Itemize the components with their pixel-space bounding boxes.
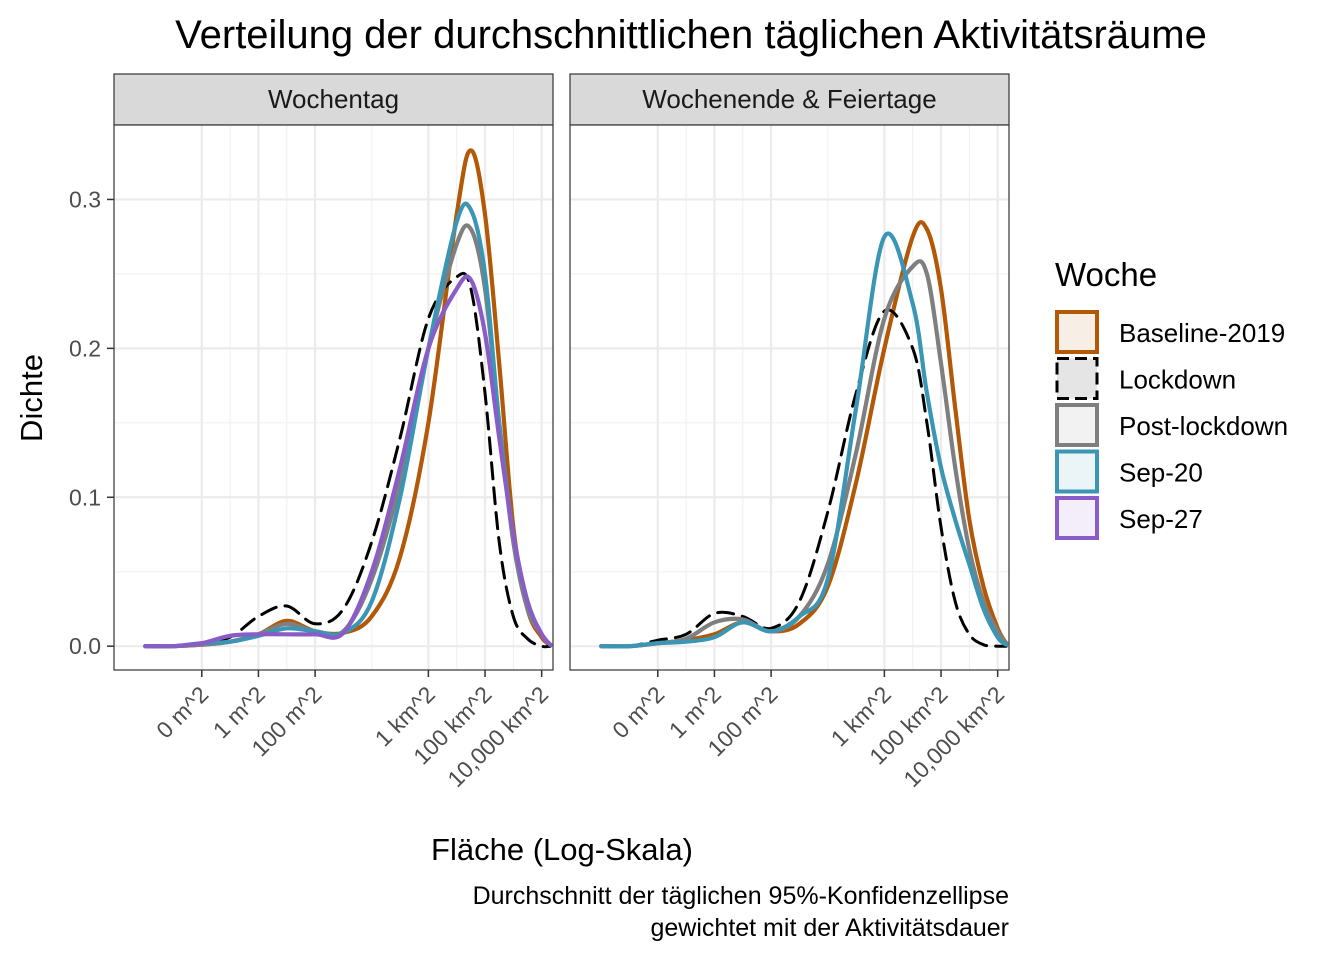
legend-item: Post-lockdown: [1055, 403, 1288, 447]
legend-label: Post-lockdown: [1119, 411, 1288, 441]
strip-background: [569, 73, 1010, 126]
series-line-sep-20: [599, 231, 1009, 649]
legend-key: [1055, 496, 1099, 540]
legend-item: Sep-20: [1055, 449, 1203, 494]
legend-item: Baseline-2019: [1055, 310, 1285, 354]
strip-background: [113, 73, 554, 126]
panel-border: [113, 124, 554, 671]
y-tick-label: 0.3: [69, 186, 101, 212]
x-tick-label: 0 m^2: [151, 681, 213, 743]
y-tick-label: 0.1: [69, 484, 101, 510]
legend-key: [1055, 310, 1099, 354]
y-tick-label: 0.0: [69, 633, 101, 659]
series-line-post-lockdown: [599, 259, 1009, 649]
x-axis-title: Fläche (Log-Skala): [431, 832, 693, 867]
chart-title: Verteilung der durchschnittlichen täglic…: [175, 13, 1207, 57]
caption-line-1: Durchschnitt der täglichen 95%-Konfidenz…: [473, 882, 1009, 910]
legend-label: Baseline-2019: [1119, 318, 1285, 348]
caption-line-2: gewichtet mit der Aktivitätsdauer: [651, 914, 1010, 942]
panel-series: [143, 148, 553, 649]
panel-border: [569, 124, 1010, 671]
legend-title: Woche: [1055, 256, 1157, 293]
legend-key: [1055, 403, 1099, 447]
legend-items: Baseline-2019 Lockdown Post-lockdown Sep-20…: [1055, 310, 1288, 540]
legend-label: Sep-27: [1119, 504, 1203, 534]
legend-item: Lockdown: [1055, 357, 1236, 400]
series-line-lockdown: [143, 271, 552, 649]
legend-key: [1055, 449, 1099, 494]
panel-grid: [114, 125, 553, 670]
legend-item: Sep-27: [1055, 496, 1203, 540]
legend-label: Lockdown: [1119, 365, 1236, 395]
legend-label: Sep-20: [1119, 458, 1203, 488]
panel-grid: [570, 125, 1009, 670]
strip-label: Wochentag: [268, 84, 399, 114]
series-line-sep-27: [143, 274, 553, 649]
series-line-lockdown: [599, 308, 1008, 649]
panel-background: [114, 125, 553, 670]
strip-label: Wochenende & Feiertage: [642, 84, 936, 114]
panel-series: [599, 220, 1009, 649]
legend-key: [1055, 357, 1099, 400]
panel-background: [570, 125, 1009, 670]
legend: Woche Baseline-2019 Lockdown Post-lockdown…: [1055, 256, 1288, 540]
y-tick-label: 0.2: [69, 335, 101, 361]
y-axis-ticks: 0.0 0.1 0.2 0.3: [69, 186, 114, 659]
x-tick-label: 0 m^2: [607, 681, 669, 743]
y-axis-title: Dichte: [14, 354, 49, 442]
